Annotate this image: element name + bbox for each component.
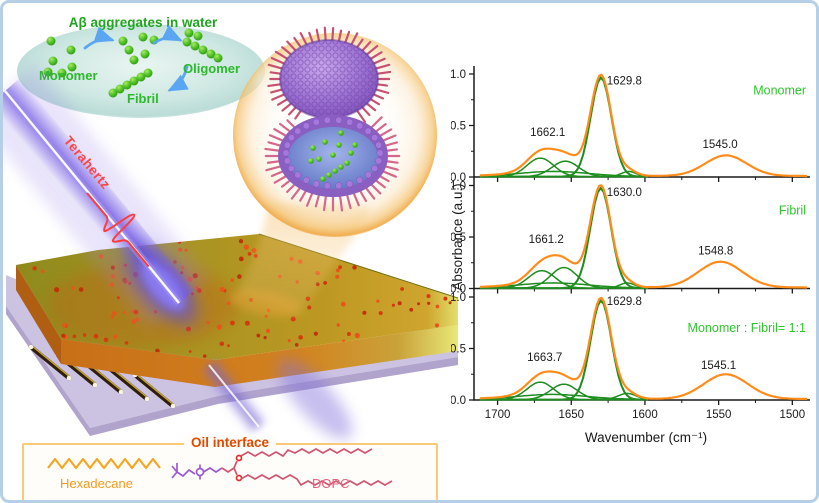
peak-annotation: 1545.0 [703,139,738,151]
monomer-label: Monomer [39,68,98,83]
lipid-head-beads [282,116,384,190]
y-axis-label: Absorbance (a.u.) [451,183,465,290]
peak-annotation: 1662.1 [530,127,565,139]
bottom-droplet-lipid-tails [264,116,401,212]
thz-pulse-waveform [86,192,150,268]
panel-2: 0.0 0.5 1.0 1700 1650 1600 1550 1500 1663.7 1629.… [451,289,810,421]
svg-text:0.0: 0.0 [451,172,466,184]
svg-text:1650: 1650 [558,409,584,421]
svg-text:1600: 1600 [632,409,658,421]
spectra-panels: 0.0 0.5 1.0 1662.1 1629.8 1545.0 Monomer 0.0 0.5… [451,66,810,421]
hexadecane-label: Hexadecane [60,476,133,491]
peak-annotation: 1545.1 [701,360,736,372]
monomer-dots [43,36,77,78]
peak-annotation: 1661.2 [529,234,564,246]
svg-text:1.0: 1.0 [451,181,466,193]
aggregates-title: Aβ aggregates in water [69,15,218,30]
ftir-spectra: Absorbance (a.u.) Wavenumber (cm⁻¹) 0.0 0… [451,39,816,451]
abeta-in-droplet [308,130,358,182]
dopc-structure [171,448,393,487]
svg-text:1550: 1550 [706,409,732,421]
oligomer-label: Oligomer [183,61,240,76]
svg-text:0.5: 0.5 [451,232,466,244]
peak-annotation: 1629.8 [607,296,642,308]
arrow-oligomer-to-fibril [167,65,189,92]
dopc-headgroup [171,463,223,480]
bottom-droplet-interior [288,127,378,189]
oil-interface-box: Oil interface Hexadecane DOPC [22,435,438,500]
peak-annotation: 1663.7 [527,352,562,364]
svg-text:0.5: 0.5 [451,344,466,356]
fibril-dots [108,68,153,98]
fibril-label: Fibril [127,91,159,106]
dopc-label: DOPC [312,476,350,491]
zoom-bubble [229,26,437,317]
panel-1: 0.0 0.5 1.0 1661.2 1630.0 1548.8 Fibril [451,177,810,296]
arrow-cluster-to-oligomer [152,24,183,45]
peak-annotation: 1629.8 [607,75,642,87]
peak-annotation: 1630.0 [607,187,642,199]
hexadecane-structure [47,457,161,470]
top-droplet-lipid-tails [267,26,392,123]
svg-text:1700: 1700 [485,409,511,421]
aggregation-arrows [83,24,189,92]
panel-label: Fibril [779,203,806,217]
arrow-monomer-to-oligomer [83,26,115,50]
oligomer-dots [182,28,223,63]
svg-text:0.0: 0.0 [451,395,466,407]
transmitted-beam [199,357,353,440]
panel-label: Monomer : Fibril= 1:1 [688,321,806,335]
svg-text:1500: 1500 [780,409,806,421]
oil-interface-title: Oil interface [183,435,277,450]
spectra-svg: Absorbance (a.u.) Wavenumber (cm⁻¹) 0.00… [451,66,810,445]
panel-0: 0.0 0.5 1.0 1662.1 1629.8 1545.0 Monomer [451,66,810,184]
svg-text:1.0: 1.0 [451,292,466,304]
schematic-illustration: Aβ aggregates in water [3,15,458,440]
peak-annotation: 1548.8 [698,246,733,258]
svg-text:1.0: 1.0 [451,69,466,81]
svg-text:0.0: 0.0 [451,284,466,296]
dopc-tails [221,448,393,487]
aggregates-scene: Aβ aggregates in water [17,15,265,118]
svg-text:0.5: 0.5 [451,121,466,133]
panel-label: Monomer [753,84,806,98]
thz-beam: Terahertz [3,65,209,334]
x-axis-label: Wavenumber (cm⁻¹) [585,430,707,445]
